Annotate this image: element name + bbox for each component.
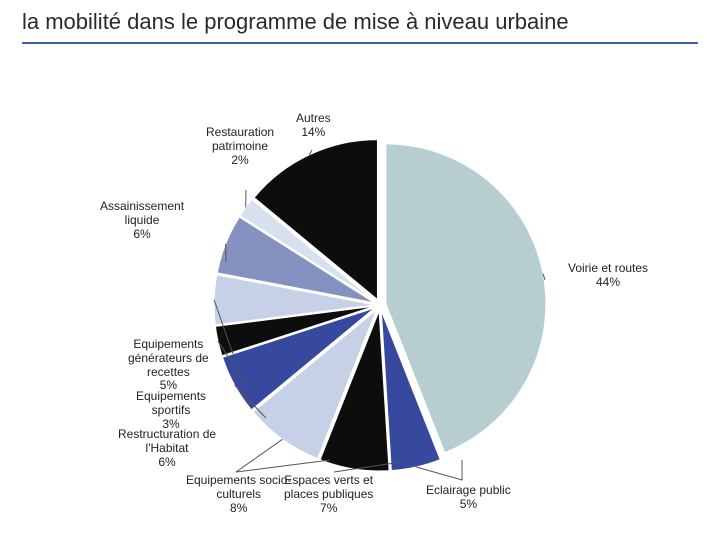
slice-label-patrimoine: Restauration patrimoine 2%: [206, 126, 274, 167]
slice-label-socio: Equipements socio- culturels 8%: [186, 474, 291, 515]
slice-label-sportifs: Equipements sportifs 3%: [136, 390, 206, 431]
slice-label-recettes: Equipements générateurs de recettes 5%: [128, 338, 209, 393]
slice-label-espaces: Espaces verts et places publiques 7%: [284, 474, 373, 515]
slice-label-voirie: Voirie et routes 44%: [568, 262, 648, 290]
slice-label-autres: Autres 14%: [296, 112, 331, 140]
slice-label-assain: Assainissement liquide 6%: [100, 200, 184, 241]
pie-chart: Voirie et routes 44% Eclairage public 5% E…: [0, 70, 720, 540]
slice-label-eclairage: Eclairage public 5%: [426, 484, 511, 512]
page-title: la mobilité dans le programme de mise à …: [22, 6, 698, 44]
slice-label-restruct: Restructuration de l'Habitat 6%: [118, 428, 216, 469]
